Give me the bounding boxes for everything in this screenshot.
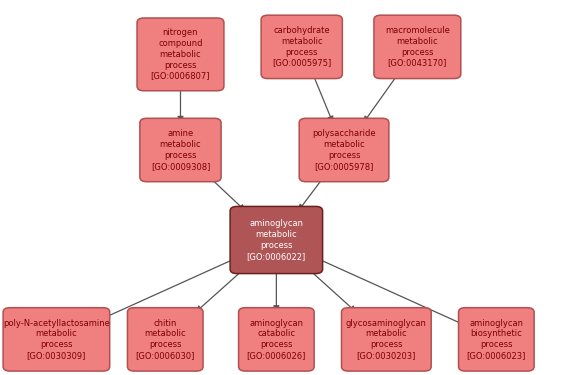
Text: aminoglycan
biosynthetic
process
[GO:0006023]: aminoglycan biosynthetic process [GO:000…: [466, 319, 526, 360]
Text: carbohydrate
metabolic
process
[GO:0005975]: carbohydrate metabolic process [GO:00059…: [272, 26, 332, 68]
Text: aminoglycan
metabolic
process
[GO:0006022]: aminoglycan metabolic process [GO:000602…: [246, 219, 306, 261]
Text: aminoglycan
catabolic
process
[GO:0006026]: aminoglycan catabolic process [GO:000602…: [246, 319, 306, 360]
Text: glycosaminoglycan
metabolic
process
[GO:0030203]: glycosaminoglycan metabolic process [GO:…: [346, 319, 427, 360]
FancyBboxPatch shape: [137, 18, 224, 91]
FancyBboxPatch shape: [127, 308, 203, 371]
Text: nitrogen
compound
metabolic
process
[GO:0006807]: nitrogen compound metabolic process [GO:…: [151, 28, 210, 80]
FancyBboxPatch shape: [459, 308, 534, 371]
FancyBboxPatch shape: [140, 118, 221, 182]
FancyBboxPatch shape: [261, 15, 342, 79]
FancyBboxPatch shape: [3, 308, 109, 371]
Text: macromolecule
metabolic
process
[GO:0043170]: macromolecule metabolic process [GO:0043…: [385, 26, 450, 68]
FancyBboxPatch shape: [230, 207, 323, 274]
Text: amine
metabolic
process
[GO:0009308]: amine metabolic process [GO:0009308]: [151, 129, 210, 171]
FancyBboxPatch shape: [374, 15, 461, 79]
FancyBboxPatch shape: [342, 308, 431, 371]
Text: polysaccharide
metabolic
process
[GO:0005978]: polysaccharide metabolic process [GO:000…: [312, 129, 376, 171]
FancyBboxPatch shape: [239, 308, 314, 371]
FancyBboxPatch shape: [299, 118, 389, 182]
Text: chitin
metabolic
process
[GO:0006030]: chitin metabolic process [GO:0006030]: [135, 319, 195, 360]
Text: poly-N-acetyllactosamine
metabolic
process
[GO:0030309]: poly-N-acetyllactosamine metabolic proce…: [3, 319, 110, 360]
